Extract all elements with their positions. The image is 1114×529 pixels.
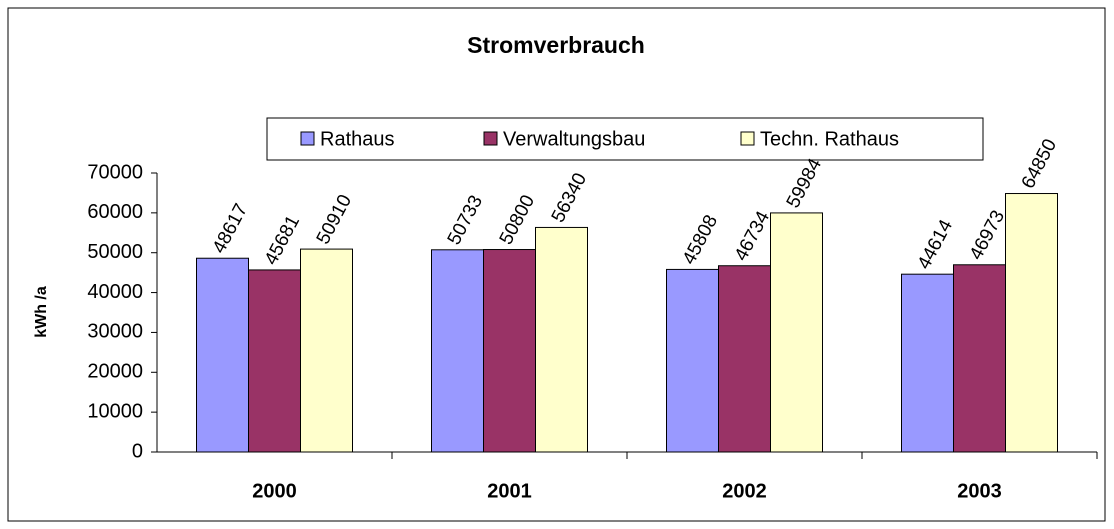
bar [483, 249, 536, 453]
y-tick-label: 40000 [87, 281, 143, 303]
bar [666, 268, 719, 453]
x-tick-label: 2001 [487, 480, 532, 502]
legend-label: Rathaus [320, 128, 395, 150]
bar [535, 226, 588, 453]
bar [901, 273, 954, 453]
x-tick-label: 2002 [722, 480, 767, 502]
y-tick-label: 30000 [87, 321, 143, 343]
y-tick-label: 20000 [87, 361, 143, 383]
y-tick-label: 60000 [87, 201, 143, 223]
legend-label: Techn. Rathaus [760, 128, 899, 150]
legend-swatch [740, 131, 755, 146]
bar [1005, 193, 1058, 453]
bar [248, 269, 301, 453]
y-tick-label: 10000 [87, 400, 143, 422]
x-tick-label: 2000 [252, 480, 297, 502]
bar [300, 248, 353, 453]
legend-swatch [483, 131, 498, 146]
y-tick-label: 50000 [87, 241, 143, 263]
bar [718, 265, 771, 453]
bar [770, 212, 823, 453]
bar [196, 257, 249, 453]
legend-box [266, 117, 984, 161]
y-tick-label: 70000 [87, 161, 143, 183]
legend-label: Verwaltungsbau [503, 128, 645, 150]
chart-title: Stromverbrauch [467, 32, 645, 58]
y-tick-label: 0 [132, 440, 143, 462]
x-tick-label: 2003 [957, 480, 1002, 502]
legend-swatch [300, 131, 315, 146]
y-axis-label: kWh /a [33, 286, 50, 338]
bar [431, 249, 484, 453]
bar [953, 264, 1006, 453]
